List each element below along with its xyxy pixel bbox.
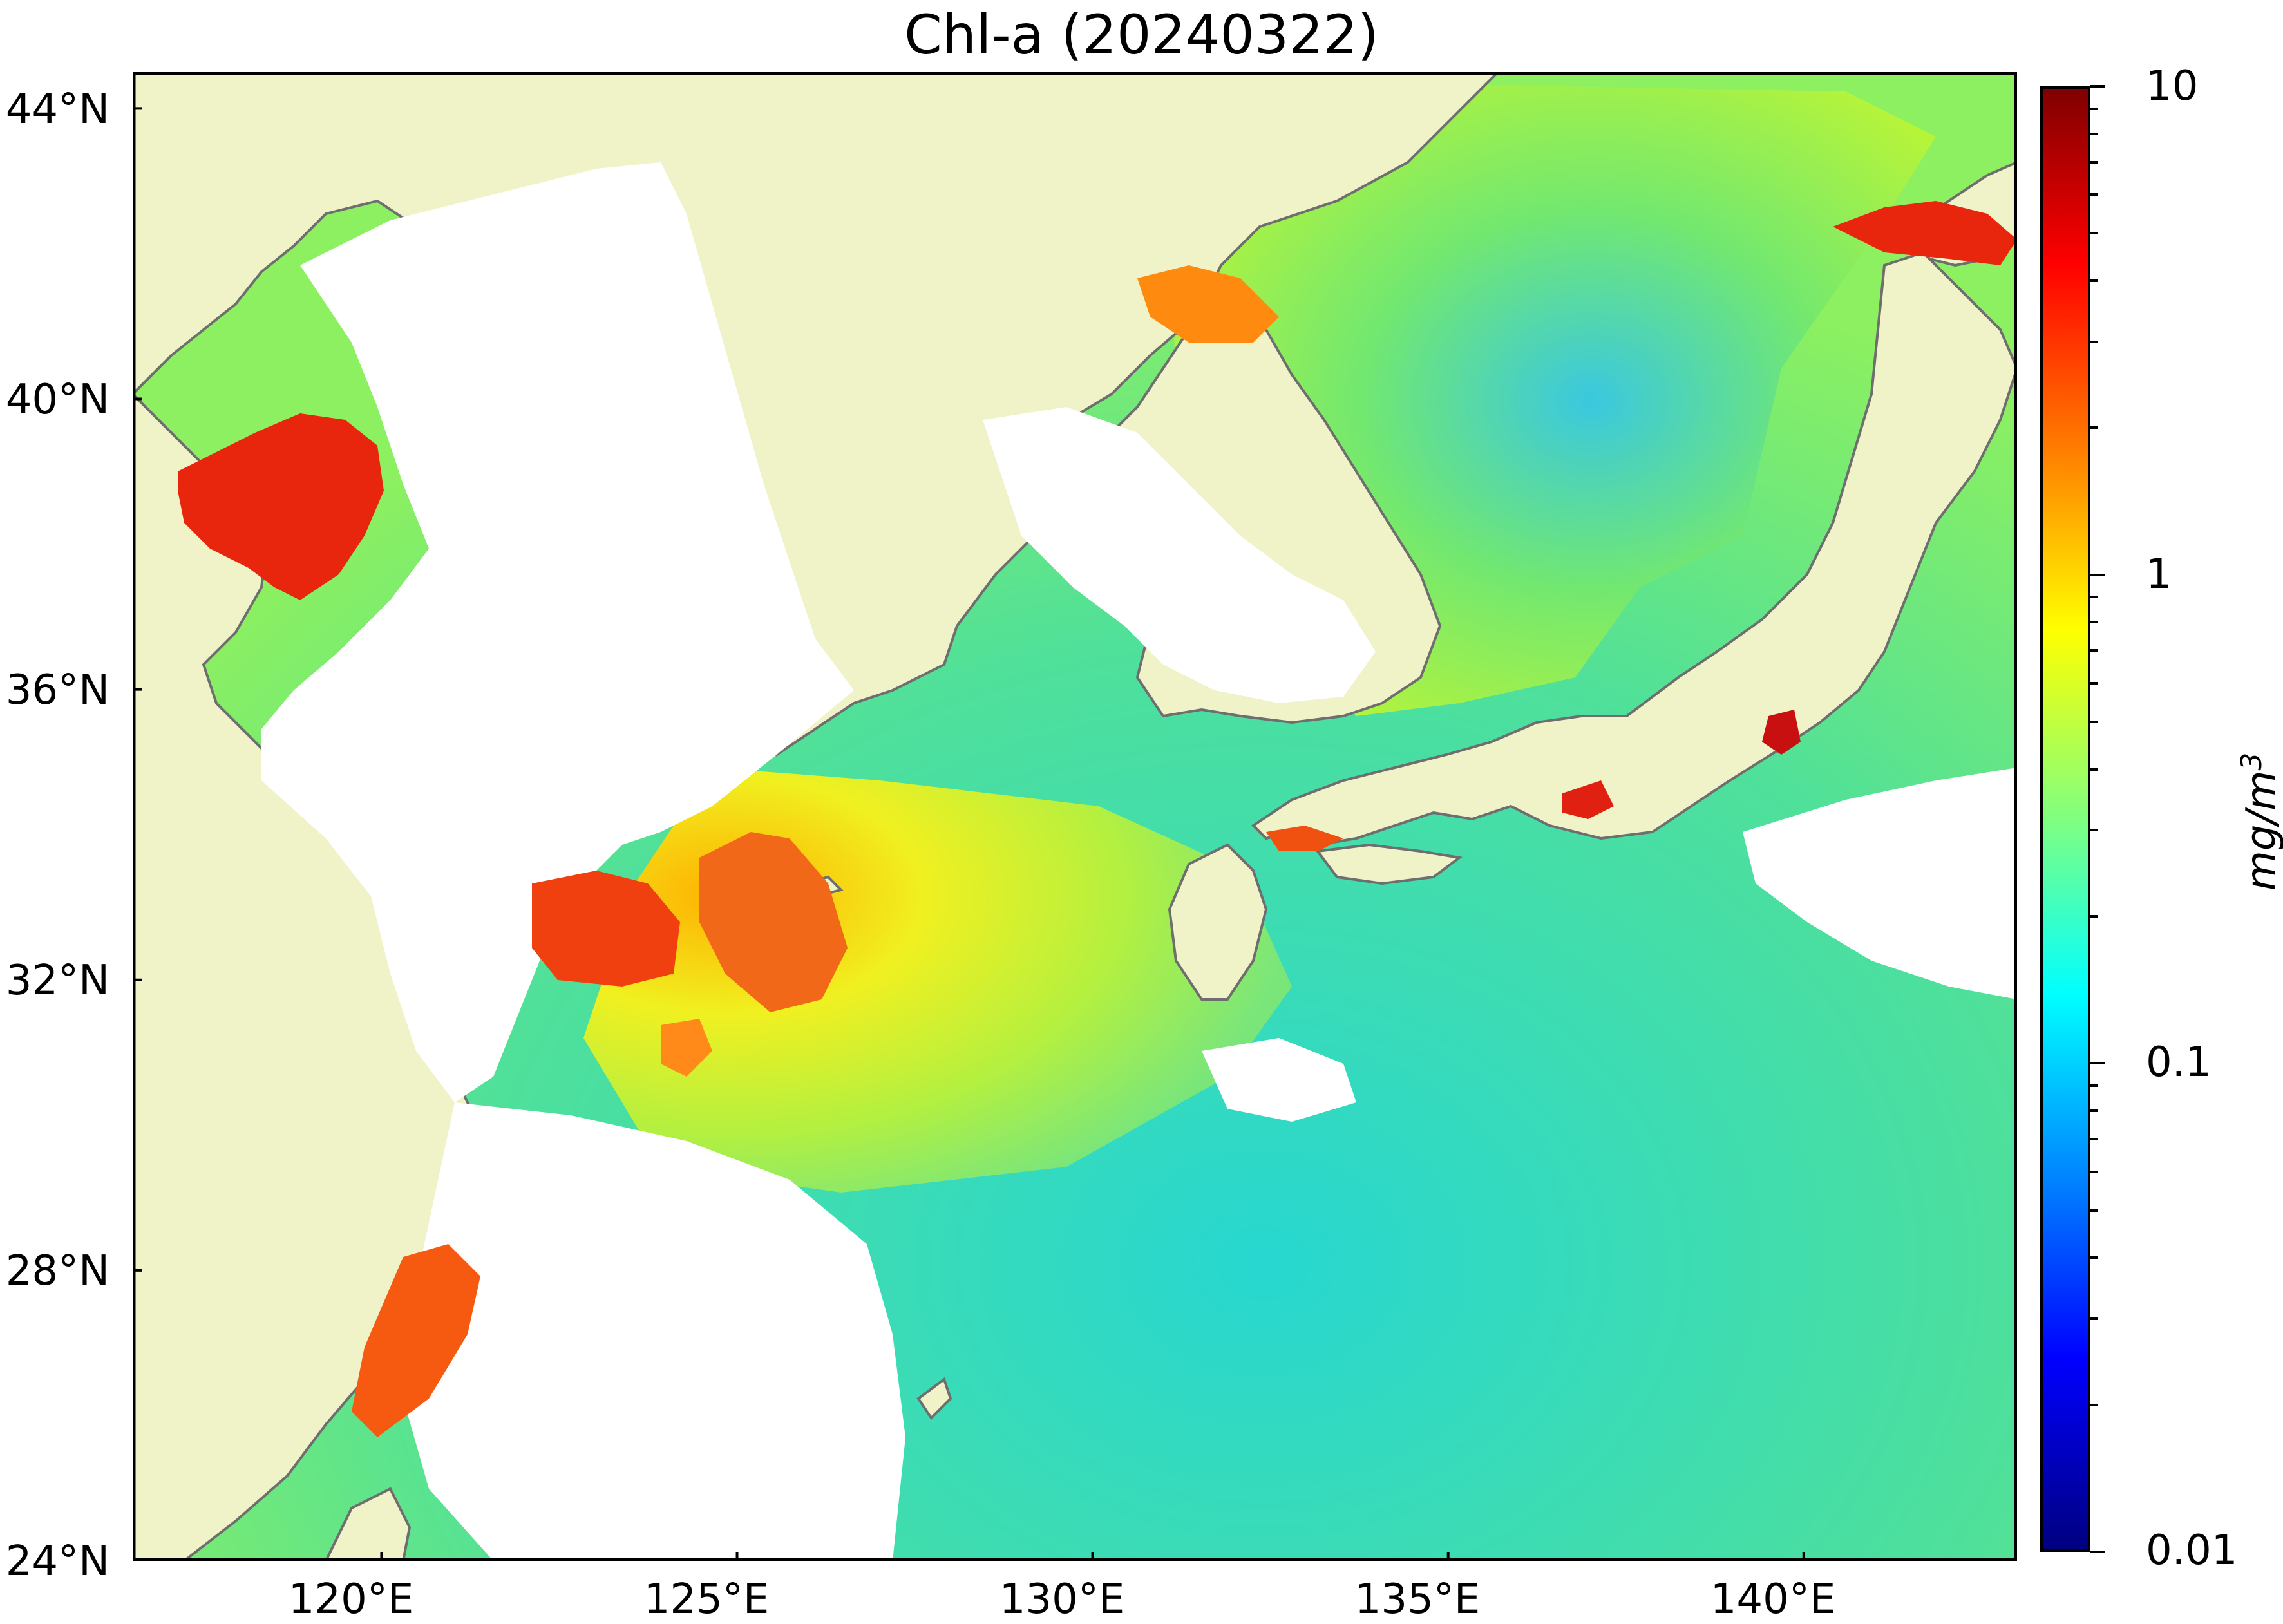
colorbar-tick-0-01: 0.01 (2146, 1527, 2238, 1574)
colorbar-minor-tick (2090, 132, 2098, 135)
colorbar-tick-10: 10 (2146, 62, 2199, 110)
lon-tick-140: 140°E (1710, 1576, 1836, 1623)
land-honshu (1251, 250, 2017, 847)
yangtze-shelf-patch (699, 832, 848, 1012)
tokyo-bay-patch (1762, 710, 1801, 755)
no-data-areas (261, 162, 2017, 1561)
colorbar-minor-tick (2090, 107, 2098, 110)
colorbar-minor-tick (2090, 681, 2098, 685)
colorbar-major-tick (2090, 1062, 2105, 1065)
ise-bay-patch (1562, 780, 1614, 819)
colorbar-major-tick (2090, 85, 2105, 88)
colorbar-minor-tick (2090, 193, 2098, 196)
no-data-bohai-yellow-sea (261, 162, 854, 1102)
seto-inland-sea-patch (1266, 826, 1343, 851)
colorbar-minor-tick (2090, 1403, 2098, 1406)
colorbar-minor-tick (2090, 1256, 2098, 1260)
colorbar (2040, 86, 2090, 1552)
colorbar-unit-exponent: 3 (2235, 752, 2268, 771)
colorbar-minor-tick (2090, 1137, 2098, 1140)
chlorophyll-map (133, 72, 2017, 1561)
colorbar-minor-tick (2090, 1084, 2098, 1088)
map-border (133, 72, 2017, 1561)
colorbar-minor-tick (2090, 768, 2098, 771)
land-kyushu (1168, 843, 1268, 1001)
lon-tick-120: 120°E (288, 1576, 414, 1623)
jiangsu-coast-patch (532, 871, 680, 987)
colorbar-unit-label: mg/m3 (2235, 753, 2283, 891)
no-data-east-china-sea (403, 1102, 905, 1561)
colorbar-tick-1: 1 (2146, 551, 2172, 598)
colorbar-major-tick (2090, 573, 2105, 576)
colorbar-minor-tick (2090, 1109, 2098, 1112)
zhejiang-patch (352, 1244, 480, 1437)
colorbar-minor-tick (2090, 1209, 2098, 1212)
bohai-bay-patch (178, 413, 384, 600)
primorye-coast-patch (1137, 265, 1279, 343)
no-data-korea-west (983, 407, 1376, 703)
colorbar-minor-tick (2090, 649, 2098, 652)
land-okinawa (916, 1377, 952, 1421)
lon-tick-125: 125°E (643, 1576, 770, 1623)
colorbar-minor-tick (2090, 621, 2098, 624)
map-panel[interactable] (133, 72, 2017, 1561)
lat-tick-40: 40°N (5, 376, 109, 424)
no-data-pacific-mid (1202, 1038, 1356, 1122)
colorbar-minor-tick (2090, 721, 2098, 724)
map-title: Chl-a (20240322) (904, 3, 1379, 66)
lat-tick-24: 24°N (5, 1538, 109, 1585)
sakhalin-coast-patch (1833, 201, 2017, 265)
colorbar-unit-base: mg/m (2238, 770, 2283, 891)
land-shikoku (1315, 843, 1463, 885)
lat-tick-28: 28°N (5, 1247, 109, 1295)
lat-tick-36: 36°N (5, 666, 109, 714)
colorbar-minor-tick (2090, 1170, 2098, 1173)
colorbar-minor-tick (2090, 1317, 2098, 1321)
colorbar-major-tick (2090, 1551, 2105, 1553)
lon-tick-130: 130°E (999, 1576, 1125, 1623)
high-chlorophyll-patches (178, 201, 2017, 1437)
colorbar-minor-tick (2090, 596, 2098, 599)
colorbar-minor-tick (2090, 829, 2098, 832)
colorbar-minor-tick (2090, 426, 2098, 430)
yellow-sea-small-patch (661, 1019, 712, 1077)
land-taiwan (324, 1487, 412, 1561)
colorbar-minor-tick (2090, 232, 2098, 235)
lat-tick-44: 44°N (5, 86, 109, 133)
colorbar-minor-tick (2090, 340, 2098, 343)
colorbar-minor-tick (2090, 279, 2098, 282)
colorbar-minor-tick (2090, 160, 2098, 164)
colorbar-tick-0-1: 0.1 (2146, 1039, 2212, 1086)
no-data-pacific-east (1743, 768, 2017, 999)
colorbar-minor-tick (2090, 914, 2098, 918)
lon-tick-135: 135°E (1354, 1576, 1481, 1623)
lat-tick-32: 32°N (5, 957, 109, 1005)
